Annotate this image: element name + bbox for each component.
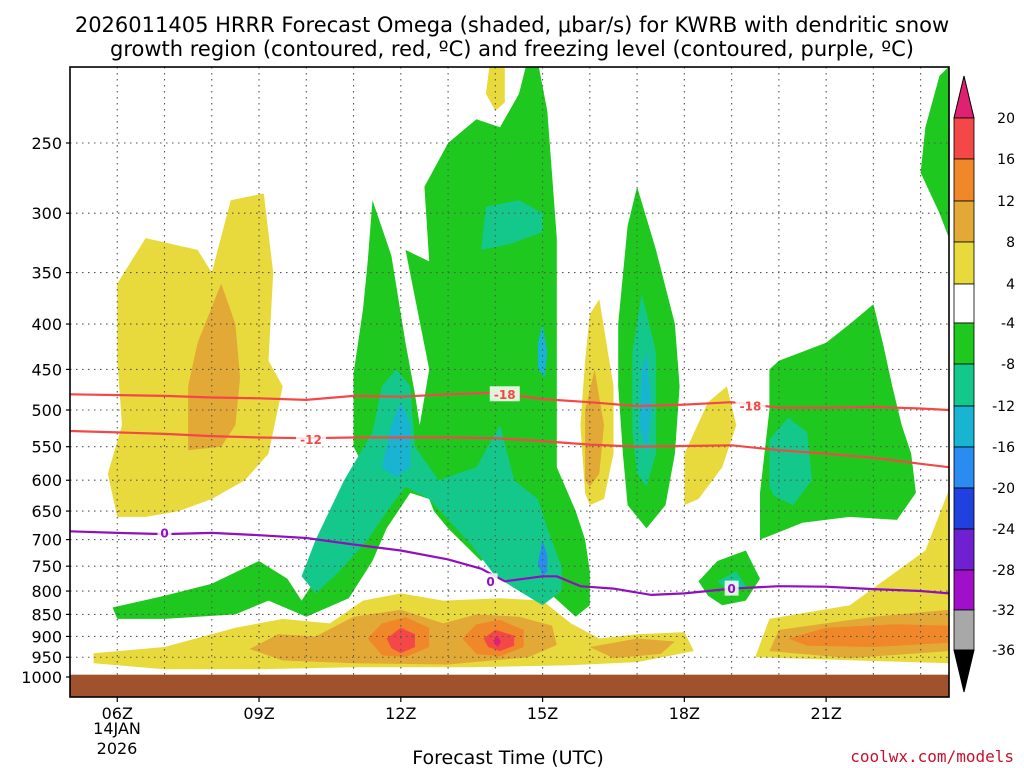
y-tick-label-600: 600 [31, 471, 62, 490]
colorbar-swatch-3 [953, 241, 975, 285]
omega-region-downward-main-16 [537, 539, 548, 577]
contour-label-bg-3 [157, 524, 172, 540]
contour-label-bg-0 [489, 386, 520, 402]
colorbar-label-1: 16 [997, 152, 1015, 168]
omega-region-upward-low-band-16z-8 [589, 638, 675, 659]
colorbar-label-7: -12 [992, 399, 1015, 415]
colorbar-label-2: 12 [997, 194, 1015, 210]
omega-region-upward-14z-20 [493, 636, 501, 647]
y-axis: 250 300 350 400 450 500 550 600 650 700 750 800 850 9… [21, 134, 70, 687]
omega-region-downward-20z-8 [769, 417, 812, 506]
plot-area: -18 -18 -12 0 0 0 [69, 66, 950, 698]
plot-inner: -18 -18 -12 0 0 0 [70, 67, 949, 697]
contour-label-bg-4 [483, 573, 498, 589]
colorbar-label-11: -28 [992, 563, 1015, 579]
x-axis-label: Forecast Time (UTC) [412, 747, 603, 768]
colorbar-label-5: -4 [1001, 316, 1015, 332]
chart-title-line2: growth region (contoured, red, ºC) and f… [110, 37, 914, 61]
y-tick-label-750: 750 [31, 557, 62, 576]
colorbar-label-10: -24 [992, 522, 1015, 538]
contour-dendritic-lower [70, 429, 949, 469]
colorbar-swatch-12 [953, 609, 975, 651]
omega-region-downward-upper-12 [537, 324, 548, 378]
y-tick-label-500: 500 [31, 401, 62, 420]
colorbar-swatch-10 [953, 528, 975, 571]
contour-label-0: -18 [494, 388, 516, 402]
grid-lines [70, 67, 949, 697]
y-tick-label-850: 850 [31, 605, 62, 624]
y-tick-label-900: 900 [31, 627, 62, 646]
y-tick-label-1000: 1000 [21, 668, 62, 687]
ground-terrain [70, 674, 949, 697]
colorbar-swatch-8 [953, 446, 975, 489]
colorbar-swatch-4 [953, 283, 975, 324]
colorbar-label-13: -36 [992, 643, 1015, 659]
colorbar-label-9: -20 [992, 481, 1015, 497]
contour-label-bg-5 [724, 580, 739, 596]
y-tick-label-250: 250 [31, 134, 62, 153]
colorbar-label-4: 4 [1006, 277, 1015, 293]
colorbar-label-12: -32 [992, 603, 1015, 619]
colorbar-swatch-1 [953, 158, 975, 202]
omega-region-downward-main-12 [381, 402, 411, 477]
colorbar-swatch-11 [953, 569, 975, 611]
contour-label-4: 0 [486, 575, 494, 589]
chart-title-line1: 2026011405 HRRR Forecast Omega (shaded, … [75, 13, 949, 37]
date-label-year: 2026 [97, 739, 138, 758]
x-tick-label-06Z: 06Z [102, 704, 133, 723]
x-tick-label-12Z: 12Z [385, 704, 416, 723]
omega-region-downward-main-8 [301, 369, 562, 606]
y-tick-label-350: 350 [31, 264, 62, 283]
y-tick-label-700: 700 [31, 531, 62, 550]
colorbar-swatch-2 [953, 200, 975, 243]
omega-region-upward-top [485, 67, 505, 111]
y-tick-label-550: 550 [31, 438, 62, 457]
colorbar-swatch-6 [953, 363, 975, 407]
omega-region-upward-12z-16 [386, 627, 415, 654]
omega-region-upward-22z-core [788, 624, 949, 647]
colorbar-swatch-7 [953, 405, 975, 448]
y-tick-label-950: 950 [31, 648, 62, 667]
x-tick-label-15Z: 15Z [527, 704, 558, 723]
y-tick-label-300: 300 [31, 204, 62, 223]
colorbar-swatch-5 [953, 322, 975, 365]
contour-label-5: 0 [727, 582, 735, 596]
omega-region-upward-8z-core [188, 283, 241, 451]
colorbar-label-3: 8 [1006, 235, 1015, 251]
x-tick-label-21Z: 21Z [810, 704, 841, 723]
credit-text: coolwx.com/models [850, 747, 1014, 766]
x-tick-label-09Z: 09Z [243, 704, 274, 723]
omega-region-downward-upper-8 [481, 200, 543, 250]
colorbar-label-6: -8 [1001, 357, 1015, 373]
date-label-day: 14JAN [93, 719, 141, 738]
contour-dendritic-upper [70, 391, 949, 412]
contour-label-bg-2 [296, 431, 327, 447]
omega-region-downward-top-right [920, 67, 949, 239]
contour-label-2: -12 [300, 433, 322, 447]
contour-freezing-level [70, 530, 949, 597]
colorbar-swatch-9 [953, 487, 975, 530]
x-axis: 06Z 09Z 12Z 15Z 18Z 21Z [102, 697, 842, 723]
colorbar-cap-top [953, 75, 975, 119]
y-tick-label-800: 800 [31, 582, 62, 601]
contour-label-1: -18 [740, 400, 762, 414]
colorbar: 20 16 12 8 4 -4 -8 -12 -16 -20 -24 -28 -32 -36 [953, 75, 1015, 693]
colorbar-label-8: -16 [992, 440, 1015, 456]
colorbar-label-0: 20 [997, 111, 1015, 127]
colorbar-swatch-0 [953, 117, 975, 160]
omega-region-downward-17z-12 [639, 351, 652, 454]
y-tick-label-650: 650 [31, 502, 62, 521]
plot-frame [69, 66, 950, 698]
contour-label-3: 0 [160, 526, 168, 540]
colorbar-cap-bottom [953, 649, 975, 693]
y-tick-label-450: 450 [31, 360, 62, 379]
contour-label-bg-1 [735, 398, 766, 414]
y-tick-label-400: 400 [31, 315, 62, 334]
x-tick-label-18Z: 18Z [669, 704, 700, 723]
